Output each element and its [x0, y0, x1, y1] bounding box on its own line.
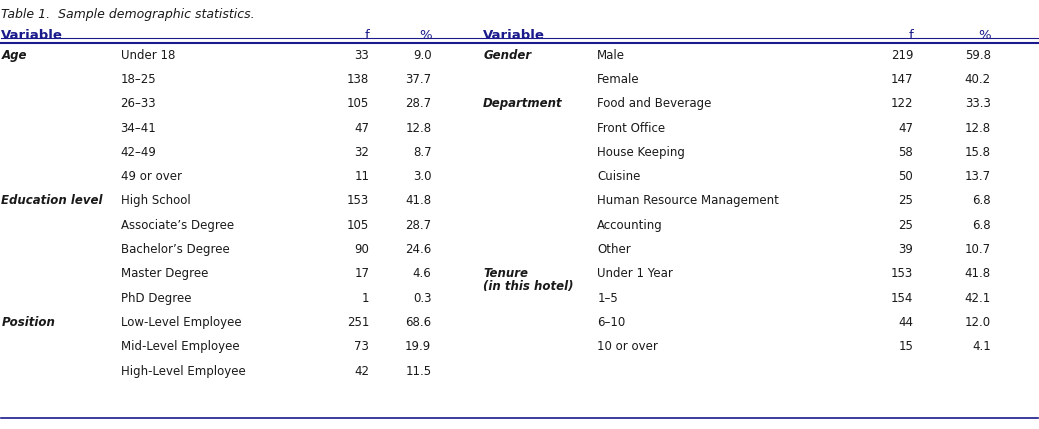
Text: Accounting: Accounting — [597, 219, 663, 232]
Text: 12.8: 12.8 — [965, 121, 991, 135]
Text: 25: 25 — [899, 194, 913, 208]
Text: Other: Other — [597, 243, 631, 256]
Text: 15.8: 15.8 — [965, 146, 991, 159]
Text: 11: 11 — [354, 170, 369, 183]
Text: 28.7: 28.7 — [405, 97, 431, 110]
Text: Gender: Gender — [483, 49, 531, 62]
Text: Under 18: Under 18 — [121, 49, 175, 62]
Text: Low-Level Employee: Low-Level Employee — [121, 316, 241, 329]
Text: 44: 44 — [899, 316, 913, 329]
Text: 58: 58 — [899, 146, 913, 159]
Text: 68.6: 68.6 — [405, 316, 431, 329]
Text: 0.3: 0.3 — [412, 292, 431, 305]
Text: 32: 32 — [354, 146, 369, 159]
Text: 138: 138 — [347, 73, 369, 86]
Text: 33: 33 — [354, 49, 369, 62]
Text: 153: 153 — [891, 267, 913, 281]
Text: Age: Age — [1, 49, 27, 62]
Text: Food and Beverage: Food and Beverage — [597, 97, 712, 110]
Text: 42: 42 — [354, 365, 369, 378]
Text: 251: 251 — [347, 316, 369, 329]
Text: 12.8: 12.8 — [405, 121, 431, 135]
Text: Table 1.  Sample demographic statistics.: Table 1. Sample demographic statistics. — [1, 8, 255, 21]
Text: Human Resource Management: Human Resource Management — [597, 194, 779, 208]
Text: Department: Department — [483, 97, 563, 110]
Text: 10 or over: 10 or over — [597, 340, 658, 353]
Text: Mid-Level Employee: Mid-Level Employee — [121, 340, 239, 353]
Text: 154: 154 — [890, 292, 913, 305]
Text: Male: Male — [597, 49, 625, 62]
Text: 1–5: 1–5 — [597, 292, 618, 305]
Text: 41.8: 41.8 — [405, 194, 431, 208]
Text: Variable: Variable — [1, 29, 63, 42]
Text: Front Office: Front Office — [597, 121, 665, 135]
Text: 147: 147 — [890, 73, 913, 86]
Text: House Keeping: House Keeping — [597, 146, 685, 159]
Text: Education level: Education level — [1, 194, 103, 208]
Text: %: % — [979, 29, 991, 42]
Text: 17: 17 — [354, 267, 369, 281]
Text: 73: 73 — [354, 340, 369, 353]
Text: 40.2: 40.2 — [965, 73, 991, 86]
Text: f: f — [908, 29, 913, 42]
Text: 13.7: 13.7 — [965, 170, 991, 183]
Text: Tenure: Tenure — [483, 267, 528, 281]
Text: 219: 219 — [890, 49, 913, 62]
Text: Master Degree: Master Degree — [121, 267, 208, 281]
Text: High-Level Employee: High-Level Employee — [121, 365, 245, 378]
Text: 105: 105 — [347, 219, 369, 232]
Text: 19.9: 19.9 — [405, 340, 431, 353]
Text: 1: 1 — [362, 292, 369, 305]
Text: 42–49: 42–49 — [121, 146, 157, 159]
Text: (in this hotel): (in this hotel) — [483, 280, 574, 293]
Text: 9.0: 9.0 — [412, 49, 431, 62]
Text: f: f — [365, 29, 369, 42]
Text: 8.7: 8.7 — [412, 146, 431, 159]
Text: 28.7: 28.7 — [405, 219, 431, 232]
Text: %: % — [419, 29, 431, 42]
Text: 39: 39 — [899, 243, 913, 256]
Text: 47: 47 — [354, 121, 369, 135]
Text: 90: 90 — [354, 243, 369, 256]
Text: Bachelor’s Degree: Bachelor’s Degree — [121, 243, 230, 256]
Text: Female: Female — [597, 73, 640, 86]
Text: 59.8: 59.8 — [965, 49, 991, 62]
Text: 47: 47 — [899, 121, 913, 135]
Text: 42.1: 42.1 — [965, 292, 991, 305]
Text: 18–25: 18–25 — [121, 73, 156, 86]
Text: Variable: Variable — [483, 29, 545, 42]
Text: 10.7: 10.7 — [965, 243, 991, 256]
Text: 11.5: 11.5 — [405, 365, 431, 378]
Text: 25: 25 — [899, 219, 913, 232]
Text: 41.8: 41.8 — [965, 267, 991, 281]
Text: 49 or over: 49 or over — [121, 170, 182, 183]
Text: Under 1 Year: Under 1 Year — [597, 267, 673, 281]
Text: 6.8: 6.8 — [973, 219, 991, 232]
Text: 12.0: 12.0 — [965, 316, 991, 329]
Text: 6.8: 6.8 — [973, 194, 991, 208]
Text: 33.3: 33.3 — [965, 97, 991, 110]
Text: 26–33: 26–33 — [121, 97, 156, 110]
Text: 153: 153 — [347, 194, 369, 208]
Text: Position: Position — [1, 316, 55, 329]
Text: Cuisine: Cuisine — [597, 170, 641, 183]
Text: 3.0: 3.0 — [412, 170, 431, 183]
Text: 34–41: 34–41 — [121, 121, 156, 135]
Text: PhD Degree: PhD Degree — [121, 292, 191, 305]
Text: 24.6: 24.6 — [405, 243, 431, 256]
Text: 4.1: 4.1 — [973, 340, 991, 353]
Text: 4.6: 4.6 — [412, 267, 431, 281]
Text: High School: High School — [121, 194, 190, 208]
Text: 122: 122 — [890, 97, 913, 110]
Text: 105: 105 — [347, 97, 369, 110]
Text: 37.7: 37.7 — [405, 73, 431, 86]
Text: 50: 50 — [899, 170, 913, 183]
Text: 6–10: 6–10 — [597, 316, 625, 329]
Text: Associate’s Degree: Associate’s Degree — [121, 219, 234, 232]
Text: 15: 15 — [899, 340, 913, 353]
